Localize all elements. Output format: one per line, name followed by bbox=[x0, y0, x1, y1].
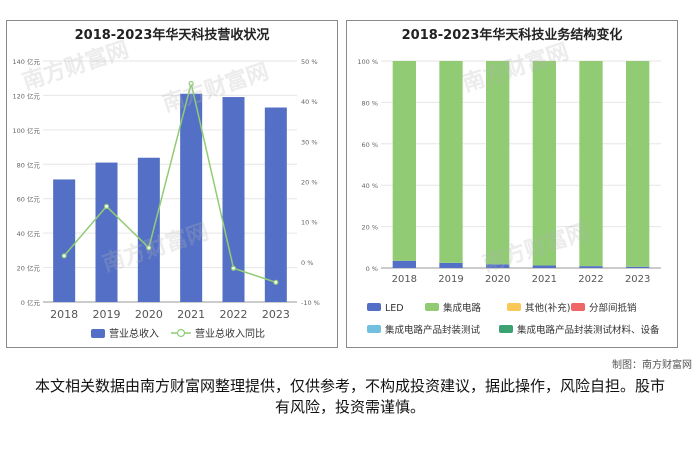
x-tick-label: 2018 bbox=[50, 308, 78, 321]
y-tick-label: 100 % bbox=[357, 58, 378, 66]
revenue-chart-panel: 2018-2023年华天科技营收状况 0 亿元 20 亿元 40 亿元 60 亿元 80… bbox=[6, 20, 338, 348]
structure-chart: 0 % 20 % 40 % 60 % 80 % 100 % 2018 2019 2020 2021… bbox=[357, 58, 661, 336]
y-tick-label: 60 % bbox=[361, 141, 378, 149]
legend-swatch bbox=[499, 325, 513, 333]
revenue-bar bbox=[222, 97, 245, 302]
y-left-tick-label: 20 亿元 bbox=[17, 264, 41, 273]
y-right-tick-label: 40 % bbox=[301, 98, 318, 106]
stack-segment bbox=[486, 264, 510, 268]
legend-swatch-revenue bbox=[91, 329, 105, 338]
y-right-tick-label: 50 % bbox=[301, 58, 318, 66]
stack-segment bbox=[532, 265, 556, 268]
stack-segment bbox=[579, 61, 603, 267]
legend-label: 其他(补充) bbox=[525, 302, 570, 314]
legend-label: 集成电路产品封装测试 bbox=[385, 324, 481, 336]
y-right-tick-label: 20 % bbox=[301, 179, 318, 187]
revenue-chart: 0 亿元 20 亿元 40 亿元 60 亿元 80 亿元 100 亿元 120 亿元 140 … bbox=[13, 57, 320, 340]
y-right-tick-label: 10 % bbox=[301, 219, 318, 227]
stack-segment bbox=[439, 262, 463, 268]
growth-point bbox=[230, 265, 237, 271]
stack-segment bbox=[579, 266, 603, 268]
y-left-tick-label: 80 亿元 bbox=[17, 160, 41, 169]
stack-segment bbox=[392, 61, 416, 261]
y-left-tick-label: 40 亿元 bbox=[17, 229, 41, 238]
y-left-tick-label: 100 亿元 bbox=[13, 126, 41, 135]
growth-point bbox=[188, 80, 194, 87]
disclaimer-text: 本文相关数据由南方财富网整理提供，仅供参考，不构成投资建议，据此操作，风险自担。… bbox=[34, 377, 665, 416]
revenue-bar bbox=[180, 93, 203, 302]
x-tick-label: 2023 bbox=[625, 274, 650, 285]
x-tick-label: 2022 bbox=[578, 274, 603, 285]
y-tick-label: 40 % bbox=[361, 182, 378, 190]
x-tick-label: 2019 bbox=[93, 308, 121, 321]
y-left-tick-label: 120 亿元 bbox=[13, 91, 41, 100]
legend-swatch-growth-dot bbox=[176, 328, 186, 338]
legend-label-revenue: 营业总收入 bbox=[109, 327, 159, 340]
legend-swatch bbox=[507, 303, 521, 311]
legend-label: LED bbox=[385, 303, 404, 314]
legend-label-growth: 营业总收入同比 bbox=[195, 327, 265, 340]
x-tick-label: 2020 bbox=[135, 308, 163, 321]
stack-segment bbox=[392, 260, 416, 268]
y-right-tick-label: 0 % bbox=[301, 259, 313, 267]
growth-line bbox=[63, 83, 277, 284]
x-tick-label: 2020 bbox=[485, 274, 510, 285]
chart-credit: 制图：南方财富网 bbox=[612, 360, 692, 371]
stack-segment bbox=[439, 61, 463, 263]
stack-segment bbox=[626, 61, 650, 267]
legend-swatch bbox=[367, 303, 381, 311]
y-left-tick-label: 140 亿元 bbox=[13, 57, 41, 66]
stack-segment bbox=[626, 266, 650, 268]
growth-point bbox=[61, 253, 67, 259]
legend-swatch bbox=[367, 325, 381, 333]
y-right-tick-label: -10 % bbox=[301, 299, 320, 307]
growth-point bbox=[103, 203, 110, 210]
stack-segment bbox=[486, 61, 510, 265]
revenue-bar bbox=[53, 179, 76, 302]
x-tick-label: 2021 bbox=[177, 308, 205, 321]
y-right-tick-label: 30 % bbox=[301, 138, 318, 146]
legend-swatch bbox=[571, 303, 585, 311]
stack-segment bbox=[532, 61, 556, 266]
legend-swatch bbox=[425, 303, 439, 311]
y-tick-label: 80 % bbox=[361, 99, 378, 107]
revenue-chart-title: 2018-2023年华天科技营收状况 bbox=[74, 28, 270, 43]
y-left-tick-label: 60 亿元 bbox=[17, 195, 41, 204]
legend-label: 分部间抵销 bbox=[589, 302, 637, 314]
x-tick-label: 2018 bbox=[392, 274, 417, 285]
revenue-bar bbox=[137, 157, 160, 302]
revenue-bar bbox=[95, 162, 118, 302]
x-tick-label: 2022 bbox=[220, 308, 248, 321]
legend-label: 集成电路产品封装测试材料、设备 bbox=[517, 324, 660, 336]
y-tick-label: 0 % bbox=[366, 265, 378, 273]
x-tick-label: 2023 bbox=[262, 308, 290, 321]
growth-point bbox=[273, 279, 279, 285]
revenue-bar bbox=[264, 107, 287, 302]
x-tick-label: 2019 bbox=[438, 274, 463, 285]
x-tick-label: 2021 bbox=[532, 274, 557, 285]
y-tick-label: 20 % bbox=[361, 224, 378, 232]
growth-point bbox=[146, 245, 152, 251]
structure-chart-title: 2018-2023年华天科技业务结构变化 bbox=[401, 28, 623, 43]
structure-chart-panel: 2018-2023年华天科技业务结构变化 0 % 20 % 40 % 60 % 80 %… bbox=[346, 20, 678, 348]
legend-label: 集成电路 bbox=[443, 302, 482, 314]
y-left-tick-label: 0 亿元 bbox=[21, 298, 41, 307]
